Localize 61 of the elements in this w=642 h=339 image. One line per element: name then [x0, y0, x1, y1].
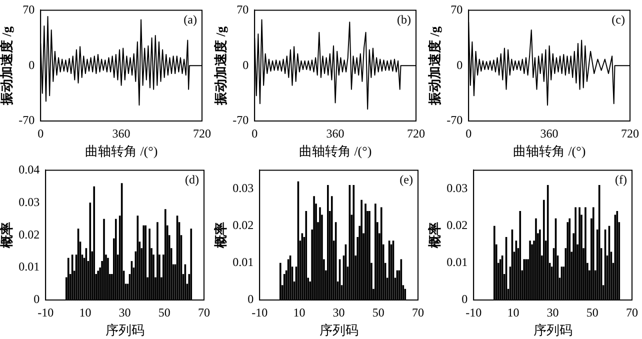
- y-axis-title: 概率: [0, 222, 14, 250]
- x-axis-title: 序列码: [533, 322, 572, 338]
- y-tick-label: -70: [18, 113, 35, 128]
- x-tick-label: 30: [118, 305, 131, 320]
- x-axis-title: 序列码: [319, 322, 358, 338]
- annotation: (d): [185, 172, 199, 186]
- annotation: (e): [400, 172, 413, 186]
- x-tick-label: 70: [198, 305, 210, 320]
- annotation: (f): [615, 172, 627, 186]
- x-tick-label: -10: [252, 305, 268, 320]
- y-tick-label: 0.04: [18, 162, 40, 176]
- x-tick-label: 70: [626, 305, 638, 320]
- x-tick-label: 720: [193, 126, 211, 140]
- y-tick-label: -70: [446, 113, 463, 128]
- y-tick-label: 0.01: [232, 255, 254, 270]
- annotation: (a): [184, 12, 197, 26]
- x-tick-label: 360: [112, 126, 130, 140]
- x-tick-label: 30: [332, 305, 345, 320]
- y-axis-title: 概率: [213, 222, 228, 250]
- x-tick-label: 10: [507, 305, 520, 320]
- y-tick-label: 70: [236, 2, 249, 16]
- x-tick-label: 720: [621, 126, 639, 140]
- y-tick-label: 70: [450, 2, 463, 16]
- y-tick-label: 0.01: [446, 255, 468, 270]
- y-tick-label: 0: [242, 58, 249, 72]
- x-tick-label: 10: [293, 305, 306, 320]
- x-tick-label: -10: [38, 305, 54, 320]
- y-tick-label: 0: [462, 292, 468, 306]
- x-axis-title: 序列码: [105, 322, 144, 338]
- y-tick-label: 0: [456, 58, 463, 72]
- y-tick-label: 0.03: [446, 180, 468, 195]
- y-tick-label: 0: [28, 58, 35, 72]
- y-tick-label: 0.01: [18, 260, 40, 274]
- x-tick-label: 30: [546, 305, 559, 320]
- y-tick-label: 0: [34, 292, 40, 306]
- x-tick-label: 50: [586, 305, 598, 320]
- x-tick-label: 720: [407, 126, 425, 140]
- y-tick-label: 0.03: [232, 180, 254, 195]
- y-tick-label: 0.02: [446, 218, 468, 232]
- x-tick-label: 360: [326, 126, 344, 140]
- x-axis-title: 曲轴转角 /(°): [84, 144, 158, 159]
- y-axis-title: 振动加速度 /g: [0, 26, 14, 106]
- x-tick-label: -10: [466, 305, 482, 320]
- annotation: (c): [612, 12, 625, 26]
- x-tick-label: 10: [79, 305, 92, 320]
- y-axis-title: 概率: [427, 222, 442, 250]
- x-tick-label: 50: [372, 305, 384, 320]
- x-axis-title: 曲轴转角 /(°): [298, 144, 372, 159]
- x-tick-label: 360: [540, 126, 558, 140]
- y-axis-title: 振动加速度 /g: [427, 26, 442, 106]
- y-tick-label: 0.02: [232, 218, 254, 232]
- y-tick-label: 0: [248, 292, 254, 306]
- x-axis-title: 曲轴转角 /(°): [512, 144, 586, 159]
- x-tick-label: 70: [412, 305, 424, 320]
- y-axis-title: 振动加速度 /g: [213, 26, 228, 106]
- y-tick-label: 0.03: [18, 194, 40, 209]
- x-tick-label: 50: [158, 305, 170, 320]
- y-tick-label: -70: [232, 113, 249, 128]
- y-tick-label: 0.02: [18, 227, 40, 242]
- annotation: (b): [397, 12, 411, 26]
- y-tick-label: 70: [22, 2, 35, 16]
